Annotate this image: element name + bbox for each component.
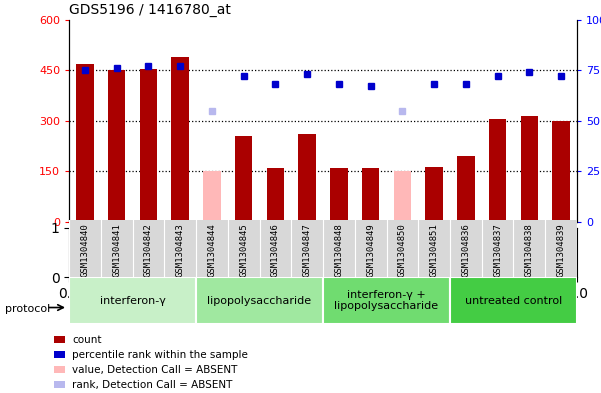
- Bar: [140, 68, 157, 222]
- Text: GSM1304843: GSM1304843: [175, 223, 185, 277]
- Text: interferon-γ: interferon-γ: [100, 296, 165, 306]
- Text: GSM1304841: GSM1304841: [112, 223, 121, 277]
- Text: GSM1304845: GSM1304845: [239, 223, 248, 277]
- Bar: [76, 64, 94, 222]
- Bar: [394, 171, 411, 222]
- Bar: [69, 277, 196, 324]
- Bar: [299, 134, 316, 222]
- Bar: [171, 57, 189, 222]
- Bar: [489, 119, 506, 222]
- Bar: [203, 171, 221, 222]
- Text: GSM1304844: GSM1304844: [207, 223, 216, 277]
- Bar: [196, 277, 323, 324]
- Bar: [323, 277, 450, 324]
- Bar: [520, 116, 538, 222]
- Text: GSM1304851: GSM1304851: [430, 223, 439, 277]
- Text: value, Detection Call = ABSENT: value, Detection Call = ABSENT: [72, 365, 237, 375]
- Bar: [552, 121, 570, 222]
- Text: GSM1304836: GSM1304836: [462, 223, 471, 277]
- Text: GSM1304840: GSM1304840: [81, 223, 90, 277]
- Text: GSM1304846: GSM1304846: [271, 223, 280, 277]
- Bar: [267, 168, 284, 222]
- Bar: [108, 70, 126, 222]
- Text: count: count: [72, 335, 102, 345]
- Text: lipopolysaccharide: lipopolysaccharide: [207, 296, 312, 306]
- Bar: [450, 277, 577, 324]
- Bar: [457, 156, 475, 222]
- Text: GSM1304848: GSM1304848: [334, 223, 343, 277]
- Text: rank, Detection Call = ABSENT: rank, Detection Call = ABSENT: [72, 380, 233, 390]
- Text: GSM1304837: GSM1304837: [493, 223, 502, 277]
- Bar: [362, 168, 379, 222]
- Text: GDS5196 / 1416780_at: GDS5196 / 1416780_at: [69, 3, 231, 17]
- Text: GSM1304847: GSM1304847: [303, 223, 312, 277]
- Text: GSM1304842: GSM1304842: [144, 223, 153, 277]
- Text: GSM1304849: GSM1304849: [366, 223, 375, 277]
- Text: GSM1304839: GSM1304839: [557, 223, 566, 277]
- Bar: [426, 167, 443, 222]
- Text: percentile rank within the sample: percentile rank within the sample: [72, 350, 248, 360]
- Text: protocol: protocol: [5, 303, 50, 314]
- Bar: [235, 136, 252, 222]
- Text: GSM1304838: GSM1304838: [525, 223, 534, 277]
- Text: interferon-γ +
lipopolysaccharide: interferon-γ + lipopolysaccharide: [334, 290, 439, 311]
- Text: GSM1304850: GSM1304850: [398, 223, 407, 277]
- Text: untreated control: untreated control: [465, 296, 562, 306]
- Bar: [330, 168, 347, 222]
